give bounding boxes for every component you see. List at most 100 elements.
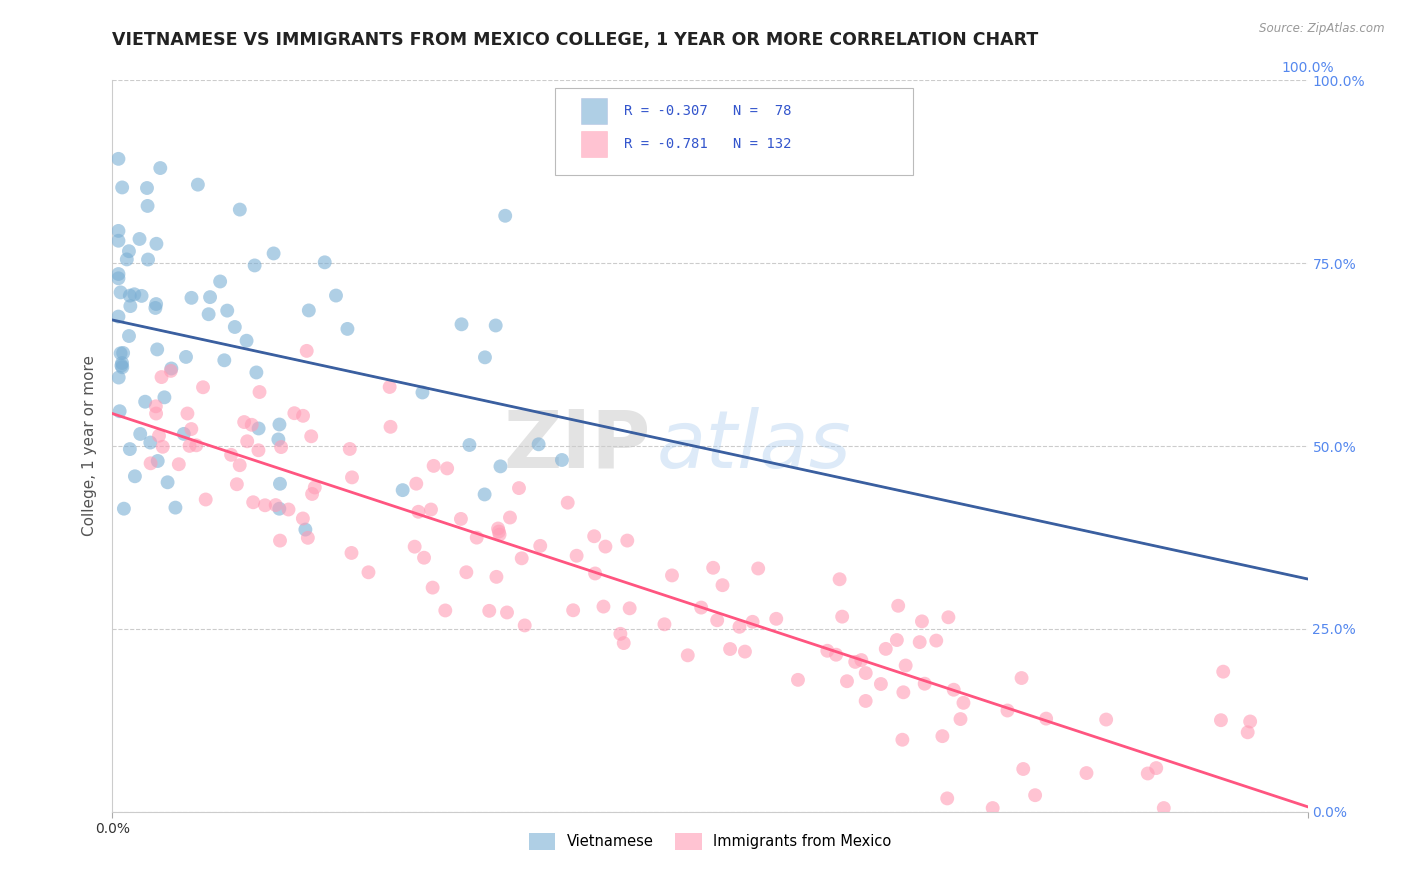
Point — [301, 487, 323, 501]
Point — [474, 351, 496, 365]
Point — [160, 361, 183, 376]
Point — [825, 648, 848, 662]
Point — [997, 704, 1019, 718]
Point — [107, 267, 129, 281]
Point — [1136, 766, 1159, 780]
Point — [1209, 713, 1232, 727]
Point — [458, 438, 481, 452]
Point — [1024, 788, 1046, 802]
Point — [336, 322, 359, 336]
Point — [485, 318, 508, 333]
Point — [595, 540, 617, 554]
Point — [145, 236, 167, 251]
Point — [118, 329, 141, 343]
Point — [115, 252, 138, 267]
Point — [870, 677, 893, 691]
Point — [249, 384, 271, 399]
Point — [145, 407, 167, 421]
Point — [1239, 714, 1261, 729]
Point — [139, 456, 162, 470]
Point — [676, 648, 699, 663]
Text: R = -0.307   N =  78: R = -0.307 N = 78 — [624, 104, 792, 118]
Point — [270, 440, 292, 454]
Point — [111, 360, 134, 375]
Point — [128, 232, 150, 246]
Point — [510, 551, 533, 566]
Point — [488, 527, 510, 541]
Point — [420, 502, 443, 516]
Point — [245, 366, 267, 380]
Point — [291, 511, 314, 525]
Legend: Vietnamese, Immigrants from Mexico: Vietnamese, Immigrants from Mexico — [523, 827, 897, 855]
Point — [217, 303, 239, 318]
Point — [176, 407, 198, 421]
Point — [434, 603, 457, 617]
Point — [855, 666, 877, 681]
Point — [831, 609, 853, 624]
Point — [1212, 665, 1234, 679]
Point — [450, 512, 472, 526]
Point — [264, 498, 287, 512]
Point — [474, 487, 496, 501]
Point — [413, 550, 436, 565]
Point — [529, 539, 551, 553]
Point — [893, 685, 915, 699]
Point — [179, 439, 201, 453]
Point — [146, 343, 169, 357]
Point — [551, 453, 574, 467]
Point — [1153, 801, 1175, 815]
Point — [875, 641, 897, 656]
Text: ZIP: ZIP — [503, 407, 651, 485]
Point — [233, 415, 256, 429]
Point — [150, 370, 173, 384]
Point — [224, 320, 246, 334]
Point — [583, 529, 606, 543]
Point — [911, 615, 934, 629]
Point — [908, 635, 931, 649]
Y-axis label: College, 1 year or more: College, 1 year or more — [82, 356, 97, 536]
Point — [765, 612, 787, 626]
Point — [118, 244, 141, 259]
Point — [1236, 725, 1258, 739]
Point — [180, 291, 202, 305]
Point — [124, 469, 146, 483]
Point — [436, 461, 458, 475]
Point — [228, 458, 250, 473]
Point — [488, 524, 510, 539]
Point — [240, 417, 263, 432]
Point — [107, 152, 129, 166]
FancyBboxPatch shape — [581, 131, 607, 157]
Point — [619, 601, 641, 615]
Point — [120, 299, 142, 313]
Point — [229, 202, 252, 217]
Point — [1011, 671, 1033, 685]
Point — [747, 561, 769, 575]
Point — [267, 433, 290, 447]
Point — [408, 505, 430, 519]
Point — [314, 255, 336, 269]
Point — [263, 246, 285, 260]
Point — [411, 385, 433, 400]
Point — [981, 801, 1004, 815]
Point — [616, 533, 638, 548]
Point — [194, 492, 217, 507]
Text: VIETNAMESE VS IMMIGRANTS FROM MEXICO COLLEGE, 1 YEAR OR MORE CORRELATION CHART: VIETNAMESE VS IMMIGRANTS FROM MEXICO COL… — [112, 30, 1039, 49]
Point — [297, 531, 319, 545]
Point — [855, 694, 877, 708]
Point — [149, 161, 172, 175]
Point — [173, 426, 195, 441]
Point — [741, 615, 763, 629]
Point — [654, 617, 676, 632]
Point — [609, 627, 631, 641]
Point — [112, 501, 135, 516]
Point — [828, 572, 851, 586]
Point — [225, 477, 247, 491]
Point — [299, 429, 322, 443]
Point — [887, 599, 910, 613]
Point — [404, 540, 426, 554]
Point — [391, 483, 413, 497]
Point — [405, 476, 427, 491]
Point — [235, 334, 257, 348]
Point — [191, 380, 214, 394]
Point — [110, 285, 132, 300]
